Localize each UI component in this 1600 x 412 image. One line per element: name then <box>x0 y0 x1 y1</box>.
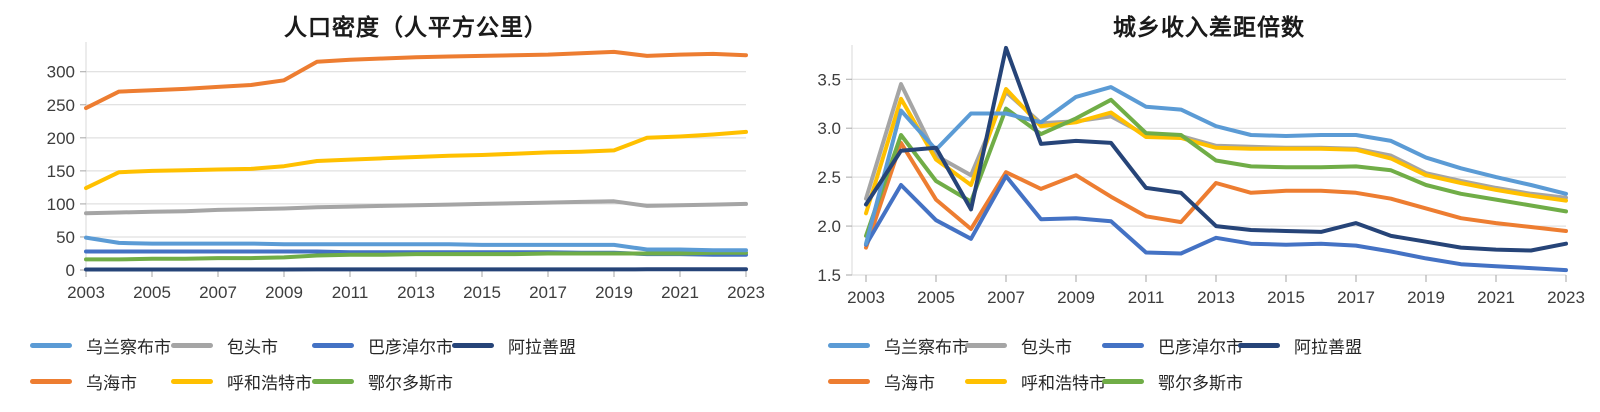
legend-swatch-icon <box>30 378 72 384</box>
x-axis-label: 2013 <box>397 283 435 302</box>
chart-title-income-gap: 城乡收入差距倍数 <box>1113 14 1305 40</box>
legend-swatch-icon <box>1102 378 1144 384</box>
x-axis-label: 2003 <box>67 283 105 302</box>
x-axis-label: 2023 <box>727 283 765 302</box>
legend-item-鄂尔多斯市: 鄂尔多斯市 <box>1102 370 1243 393</box>
y-axis-label: 0 <box>66 261 75 280</box>
legend-swatch-icon <box>312 378 354 384</box>
y-axis-label: 2.5 <box>817 168 841 187</box>
x-axis-label: 2015 <box>1267 288 1305 307</box>
x-axis-label: 2005 <box>917 288 955 307</box>
legend-item-乌海市: 乌海市 <box>30 370 137 393</box>
legend-item-巴彦淖尔市: 巴彦淖尔市 <box>1102 334 1243 357</box>
x-axis-label: 2013 <box>1197 288 1235 307</box>
x-axis-label: 2009 <box>265 283 303 302</box>
legend-swatch-icon <box>171 342 213 348</box>
population-density-legend: 乌兰察布市 包头市 巴彦淖尔市 阿拉善盟乌海市 呼和浩特市 鄂尔多斯市 <box>0 326 800 412</box>
line-series-鄂尔多斯市 <box>864 97 1568 238</box>
legend-label: 乌海市 <box>884 373 935 393</box>
line-series-鄂尔多斯市 <box>84 250 748 262</box>
y-axis-label: 3.5 <box>817 70 841 89</box>
x-axis-label: 2021 <box>1477 288 1515 307</box>
y-axis-label: 300 <box>47 63 75 82</box>
legend-swatch-icon <box>1102 342 1144 348</box>
legend-label: 呼和浩特市 <box>1021 373 1106 393</box>
x-axis-label: 2009 <box>1057 288 1095 307</box>
x-axis-label: 2007 <box>199 283 237 302</box>
legend-item-阿拉善盟: 阿拉善盟 <box>452 334 576 357</box>
y-axis-label: 150 <box>47 162 75 181</box>
income-gap-legend: 乌兰察布市 包头市 巴彦淖尔市 阿拉善盟乌海市 呼和浩特市 鄂尔多斯市 <box>800 326 1600 412</box>
legend-label: 呼和浩特市 <box>227 373 312 393</box>
x-axis-label: 2019 <box>1407 288 1445 307</box>
legend-swatch-icon <box>965 342 1007 348</box>
chart-title-population-density: 人口密度（人平方公里） <box>284 14 548 40</box>
legend-label: 巴彦淖尔市 <box>1158 337 1243 357</box>
y-axis-label: 200 <box>47 129 75 148</box>
legend-swatch-icon <box>171 378 213 384</box>
population-density-line-chart: 0 50 100 150 200 250 300 2003 2005 2007 2009 2011 20… <box>47 42 765 302</box>
legend-swatch-icon <box>1238 342 1280 348</box>
line-series-乌兰察布市 <box>84 235 748 253</box>
y-axis-label: 250 <box>47 96 75 115</box>
legend-label: 阿拉善盟 <box>1294 337 1362 357</box>
legend-swatch-icon <box>30 342 72 348</box>
legend-label: 鄂尔多斯市 <box>368 373 453 393</box>
line-series-呼和浩特市 <box>84 129 748 191</box>
line-series-乌兰察布市 <box>864 85 1568 246</box>
income-gap-panel: 城乡收入差距倍数 1.5 2.0 2.5 3.0 3.5 2003 2005 2007 2009… <box>800 0 1600 412</box>
x-axis-label: 2005 <box>133 283 171 302</box>
x-axis-label: 2011 <box>1128 288 1165 307</box>
legend-swatch-icon <box>965 378 1007 384</box>
x-axis-label: 2021 <box>661 283 699 302</box>
legend-label: 包头市 <box>1021 337 1072 357</box>
population-density-panel: 人口密度（人平方公里） 0 50 100 150 200 250 300 2003 2005 20… <box>0 14 800 412</box>
legend-item-乌兰察布市: 乌兰察布市 <box>30 334 171 357</box>
legend-item-呼和浩特市: 呼和浩特市 <box>965 370 1106 393</box>
legend-label: 鄂尔多斯市 <box>1158 373 1243 393</box>
legend-item-呼和浩特市: 呼和浩特市 <box>171 370 312 393</box>
legend-label: 阿拉善盟 <box>508 337 576 357</box>
y-axis-label: 2.0 <box>817 217 841 236</box>
legend-item-鄂尔多斯市: 鄂尔多斯市 <box>312 370 453 393</box>
x-axis-label: 2003 <box>847 288 885 307</box>
x-axis-label: 2023 <box>1547 288 1585 307</box>
legend-label: 乌兰察布市 <box>884 337 969 357</box>
legend-item-乌兰察布市: 乌兰察布市 <box>828 334 969 357</box>
line-series-巴彦淖尔市 <box>864 174 1568 273</box>
income-gap-line-chart: 1.5 2.0 2.5 3.0 3.5 2003 2005 2007 2009 2011 2013 2… <box>817 45 1585 307</box>
x-axis-label: 2015 <box>463 283 501 302</box>
legend-item-阿拉善盟: 阿拉善盟 <box>1238 334 1362 357</box>
legend-swatch-icon <box>828 378 870 384</box>
line-series-乌海市 <box>84 49 748 111</box>
y-axis-label: 100 <box>47 195 75 214</box>
line-series-阿拉善盟 <box>864 45 1568 253</box>
line-series-包头市 <box>84 199 748 216</box>
legend-label: 包头市 <box>227 337 278 357</box>
legend-label: 巴彦淖尔市 <box>368 337 453 357</box>
y-axis-label: 3.0 <box>817 119 841 138</box>
x-axis-label: 2017 <box>529 283 567 302</box>
legend-label: 乌海市 <box>86 373 137 393</box>
y-axis-label: 1.5 <box>817 266 841 285</box>
legend-item-乌海市: 乌海市 <box>828 370 935 393</box>
legend-item-包头市: 包头市 <box>171 334 278 357</box>
legend-item-包头市: 包头市 <box>965 334 1072 357</box>
x-axis-label: 2007 <box>987 288 1025 307</box>
legend-item-巴彦淖尔市: 巴彦淖尔市 <box>312 334 453 357</box>
line-series-乌海市 <box>864 140 1568 250</box>
x-axis-label: 2017 <box>1337 288 1375 307</box>
x-axis-label: 2019 <box>595 283 633 302</box>
x-axis-label: 2011 <box>332 283 369 302</box>
legend-swatch-icon <box>452 342 494 348</box>
y-axis-label: 50 <box>56 228 75 247</box>
legend-swatch-icon <box>312 342 354 348</box>
legend-label: 乌兰察布市 <box>86 337 171 357</box>
legend-swatch-icon <box>828 342 870 348</box>
